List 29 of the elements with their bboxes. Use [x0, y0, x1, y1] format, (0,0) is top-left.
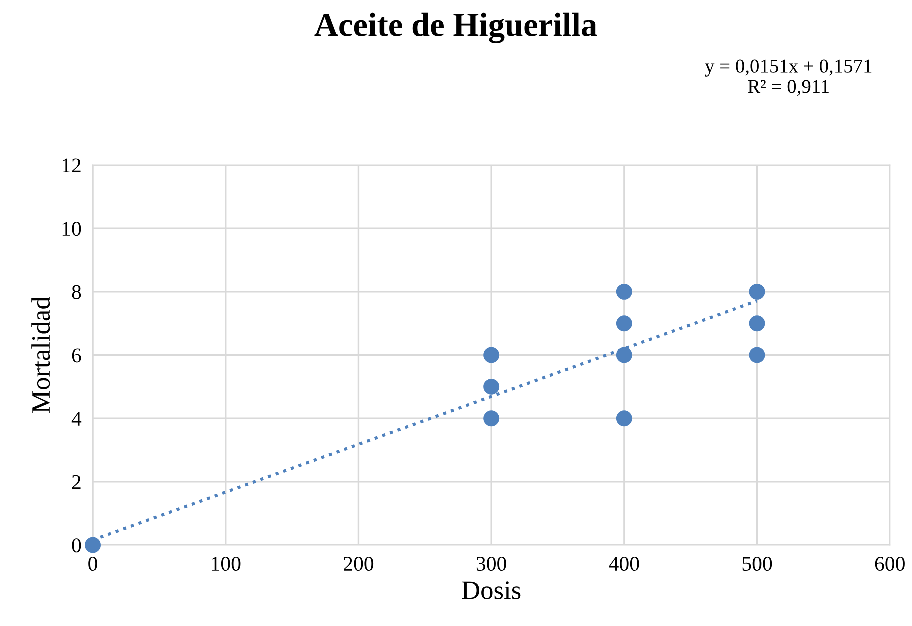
point [749, 284, 766, 300]
x-tick-label: 500 [742, 556, 772, 572]
y-tick-label: 2 [72, 475, 81, 490]
y-tick-label: 10 [62, 222, 82, 236]
chart-title: Aceite de Higuerilla [314, 12, 598, 44]
x-tick-label: 300 [476, 556, 506, 572]
y-tick-label: 8 [72, 285, 82, 300]
x-tick-label: 200 [344, 556, 374, 572]
point [749, 316, 766, 332]
y-tick-label: 12 [62, 158, 81, 172]
x-tick-label: 100 [212, 556, 241, 572]
y-axis-title: Mortalidad [32, 296, 50, 414]
point [616, 316, 632, 332]
y-tick-label: 0 [72, 538, 82, 553]
point [616, 410, 632, 427]
x-tick-label: 0 [88, 556, 98, 572]
point [484, 378, 500, 395]
point [749, 347, 766, 364]
point [616, 284, 632, 300]
text: y = 0,0151x + 0,1571 R² = 0,911 [705, 60, 872, 96]
x-tick-label: 600 [875, 556, 905, 572]
point [616, 347, 632, 364]
y-tick-label: 4 [72, 412, 82, 426]
point [484, 410, 500, 427]
x-axis-title: Dosis [462, 582, 521, 600]
x-tick-label: 400 [609, 556, 640, 572]
point [85, 537, 101, 554]
y-tick-label: 6 [72, 348, 82, 363]
point [484, 347, 500, 364]
